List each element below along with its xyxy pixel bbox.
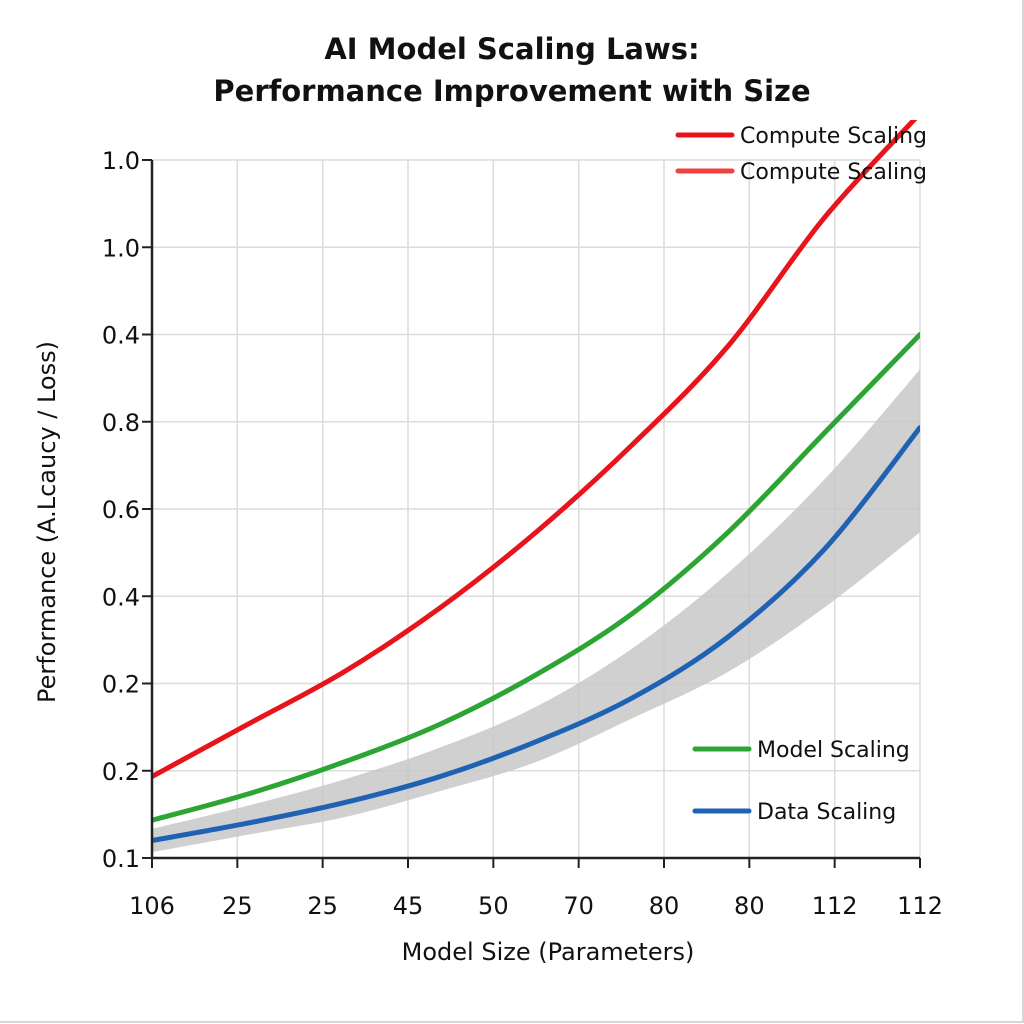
y-tick-label: 0.4 — [102, 322, 140, 350]
x-tick-label: 80 — [734, 892, 765, 920]
x-tick-label: 80 — [649, 892, 680, 920]
x-tick-label: 25 — [222, 892, 253, 920]
chart-title-line-2: Performance Improvement with Size — [213, 74, 811, 108]
tick-labels: 0.1 0.2 0.2 0.4 0.6 0.8 0.4 1.0 1.0 106 25 25 45 50 70… — [102, 147, 943, 920]
x-tick-label: 70 — [563, 892, 594, 920]
y-tick-label: 0.6 — [102, 496, 140, 524]
legend-entry: Data Scaling — [692, 800, 896, 825]
x-tick-label: 25 — [307, 892, 338, 920]
y-tick-label: 0.2 — [102, 671, 140, 699]
legend-label: Compute Scaling — [740, 124, 927, 149]
legend-label: Model Scaling — [757, 738, 910, 763]
x-tick-label: 112 — [897, 892, 943, 920]
confidence-band — [152, 369, 920, 853]
x-tick-label: 112 — [812, 892, 858, 920]
y-tick-label: 1.0 — [102, 234, 140, 262]
confidence-band-layer — [152, 369, 920, 853]
y-tick-label: 0.8 — [102, 409, 140, 437]
x-tick-label: 106 — [129, 892, 175, 920]
series-line-data-scaling — [152, 425, 920, 844]
legend-entry: Compute Scaling — [675, 160, 927, 185]
legend-label: Compute Scaling — [740, 160, 927, 185]
legend: Compute Scaling Compute Scaling Model Scal… — [675, 124, 927, 825]
x-tick-label: 45 — [393, 892, 424, 920]
y-tick-label: 0.1 — [102, 845, 140, 873]
legend-entry: Compute Scaling — [675, 124, 927, 149]
legend-entry: Model Scaling — [692, 738, 910, 763]
y-tick-label: 0.4 — [102, 583, 140, 611]
y-axis-label: Performance (A.Lcaucy / Loss) — [33, 341, 61, 703]
legend-label: Data Scaling — [757, 800, 896, 825]
series-line-compute-scaling — [152, 120, 918, 780]
x-axis-label: Model Size (Parameters) — [402, 938, 695, 966]
x-tick-label: 50 — [478, 892, 509, 920]
series-line-model-scaling — [152, 332, 920, 823]
y-tick-label: 0.2 — [102, 758, 140, 786]
grid — [151, 159, 921, 859]
series-layer — [152, 120, 920, 844]
chart-title-line-1: AI Model Scaling Laws: — [324, 32, 700, 66]
axes — [142, 159, 921, 868]
y-tick-label: 1.0 — [102, 147, 140, 175]
chart-title: AI Model Scaling Laws: Performance Impro… — [0, 28, 1024, 112]
